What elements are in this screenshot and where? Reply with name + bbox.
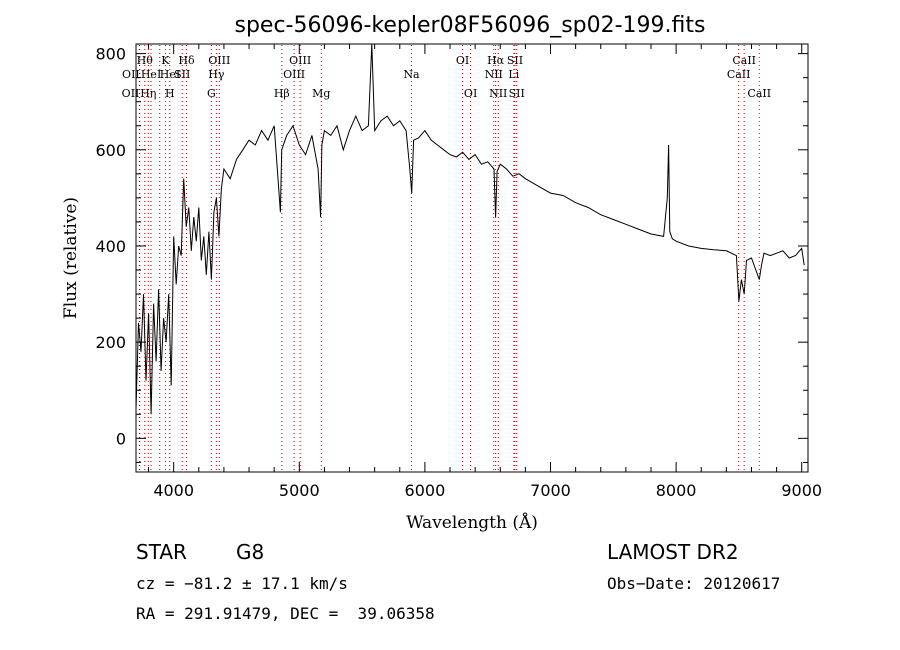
line-marker-label-13: Hβ — [274, 87, 290, 100]
y-tick-label-4: 800 — [95, 45, 126, 64]
line-marker-label-26: CaII — [727, 68, 751, 81]
observation-date: Obs−Date: 20120617 — [607, 574, 781, 593]
line-marker-label-9: Hδ — [178, 54, 195, 67]
line-marker-label-14: OIII — [283, 68, 305, 81]
line-marker-label-23: Li — [508, 68, 519, 81]
line-marker-label-21: Hα — [487, 54, 505, 67]
x-tick-label-4: 8000 — [656, 481, 697, 500]
x-tick-label-2: 6000 — [405, 481, 446, 500]
x-axis-label: Wavelength (Å) — [406, 512, 538, 533]
line-marker-label-8: SII — [174, 68, 190, 81]
line-marker-label-11: Hγ — [208, 68, 225, 81]
plot-frame — [135, 43, 809, 473]
x-tick-label-1: 5000 — [279, 481, 320, 500]
chart-title: spec-56096-kepler08F56096_sp02-199.fits — [235, 13, 706, 38]
axes: 4000 5000 6000 7000 8000 9000 0 200 400 600 800 — [95, 44, 822, 500]
redshift-velocity: cz = −81.2 ± 17.1 km/s — [136, 574, 348, 593]
line-marker-label-2: Hθ — [137, 54, 154, 67]
line-marker-label-3: Hη — [140, 87, 156, 100]
line-marker-label-19: OI — [464, 87, 477, 100]
line-marker-label-0: OII — [122, 87, 140, 100]
x-tick-label-0: 4000 — [153, 481, 194, 500]
line-marker-label-5: HeI — [160, 68, 180, 81]
subclass: G8 — [236, 540, 265, 564]
x-tick-label-5: 9000 — [781, 481, 822, 500]
line-marker-label-6: K — [161, 54, 170, 67]
line-marker-label-28: CaII — [747, 87, 771, 100]
line-marker-label-22: NII — [489, 87, 507, 100]
y-tick-label-1: 200 — [95, 333, 126, 352]
line-marker-label-27: CaII — [732, 54, 756, 67]
line-marker-label-7: H — [165, 87, 175, 100]
y-tick-label-3: 600 — [95, 141, 126, 160]
coordinates: RA = 291.91479, DEC = 39.06358 — [136, 604, 435, 623]
object-class: STAR — [136, 540, 187, 564]
y-axis-label: Flux (relative) — [61, 197, 81, 319]
line-marker-label-24: SII — [507, 54, 523, 67]
emission-line-markers: OIIOIIHθHηHeIHeIKHSIIHδGHγOIIIHβOIIIOIII… — [122, 45, 771, 471]
survey-name: LAMOST DR2 — [607, 540, 739, 564]
y-tick-label-2: 400 — [95, 237, 126, 256]
spectrum-line — [135, 43, 805, 415]
x-tick-label-3: 7000 — [530, 481, 571, 500]
line-marker-label-18: OI — [456, 54, 469, 67]
line-marker-label-1: OII — [122, 68, 140, 81]
spectrum-series — [135, 43, 805, 415]
line-marker-label-4: HeI — [141, 68, 161, 81]
line-marker-label-25: SII — [509, 87, 525, 100]
line-marker-label-17: Na — [403, 68, 420, 81]
line-marker-label-10: G — [207, 87, 216, 100]
y-tick-label-0: 0 — [116, 429, 126, 448]
line-marker-label-16: Mg — [312, 87, 330, 100]
line-marker-label-15: OIII — [289, 54, 311, 67]
line-marker-label-20: NII — [485, 68, 503, 81]
line-marker-label-12: OIII — [208, 54, 230, 67]
